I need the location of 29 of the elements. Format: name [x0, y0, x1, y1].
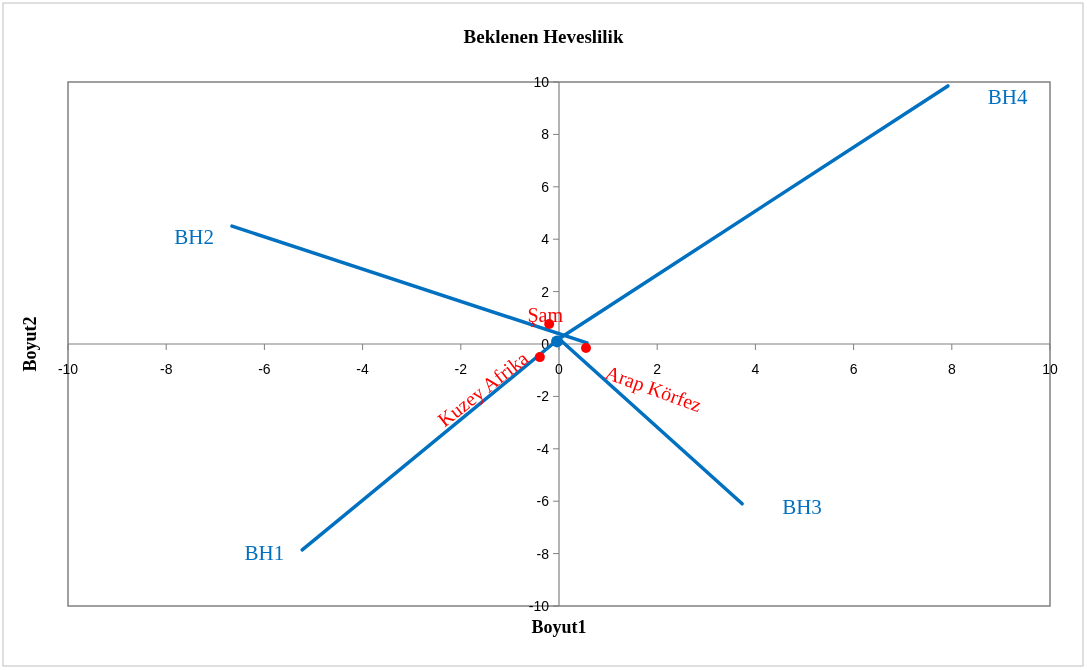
x-tick-label: -6: [258, 361, 271, 377]
y-tick-label: 2: [541, 283, 550, 300]
y-tick-label: -4: [536, 440, 550, 457]
y-tick-label: 6: [541, 178, 550, 195]
x-tick-label: 2: [653, 361, 662, 377]
x-tick-label: -8: [159, 361, 173, 377]
x-tick-label: 8: [947, 361, 956, 377]
x-tick-label: 6: [849, 361, 858, 377]
x-tick-label: -2: [454, 361, 468, 377]
x-tick-label: -4: [356, 361, 370, 377]
y-tick-label: -6: [536, 493, 550, 510]
x-tick-label: 0: [555, 361, 564, 377]
chart-title: Beklenen Heveslilik: [463, 26, 624, 47]
x-tick-label: 10: [1042, 361, 1058, 377]
y-tick-label: 4: [541, 231, 550, 248]
y-tick-label: -10: [528, 598, 550, 614]
series-label: BH1: [244, 540, 285, 565]
x-tick-label: 4: [751, 361, 760, 377]
annotation: Şam: [527, 304, 564, 328]
y-tick-label: 10: [533, 74, 550, 90]
x-tick-label: -10: [57, 361, 79, 377]
y-tick-label: -2: [536, 388, 550, 405]
series-label: BH2: [174, 225, 214, 250]
y-tick-label: -8: [536, 545, 550, 562]
y-tick-label: 8: [541, 126, 550, 143]
series-label: BH3: [782, 494, 822, 519]
x-axis-title: Boyut1: [531, 617, 587, 637]
series-label: BH4: [987, 84, 1029, 109]
y-axis-title: Boyut2: [20, 316, 40, 372]
